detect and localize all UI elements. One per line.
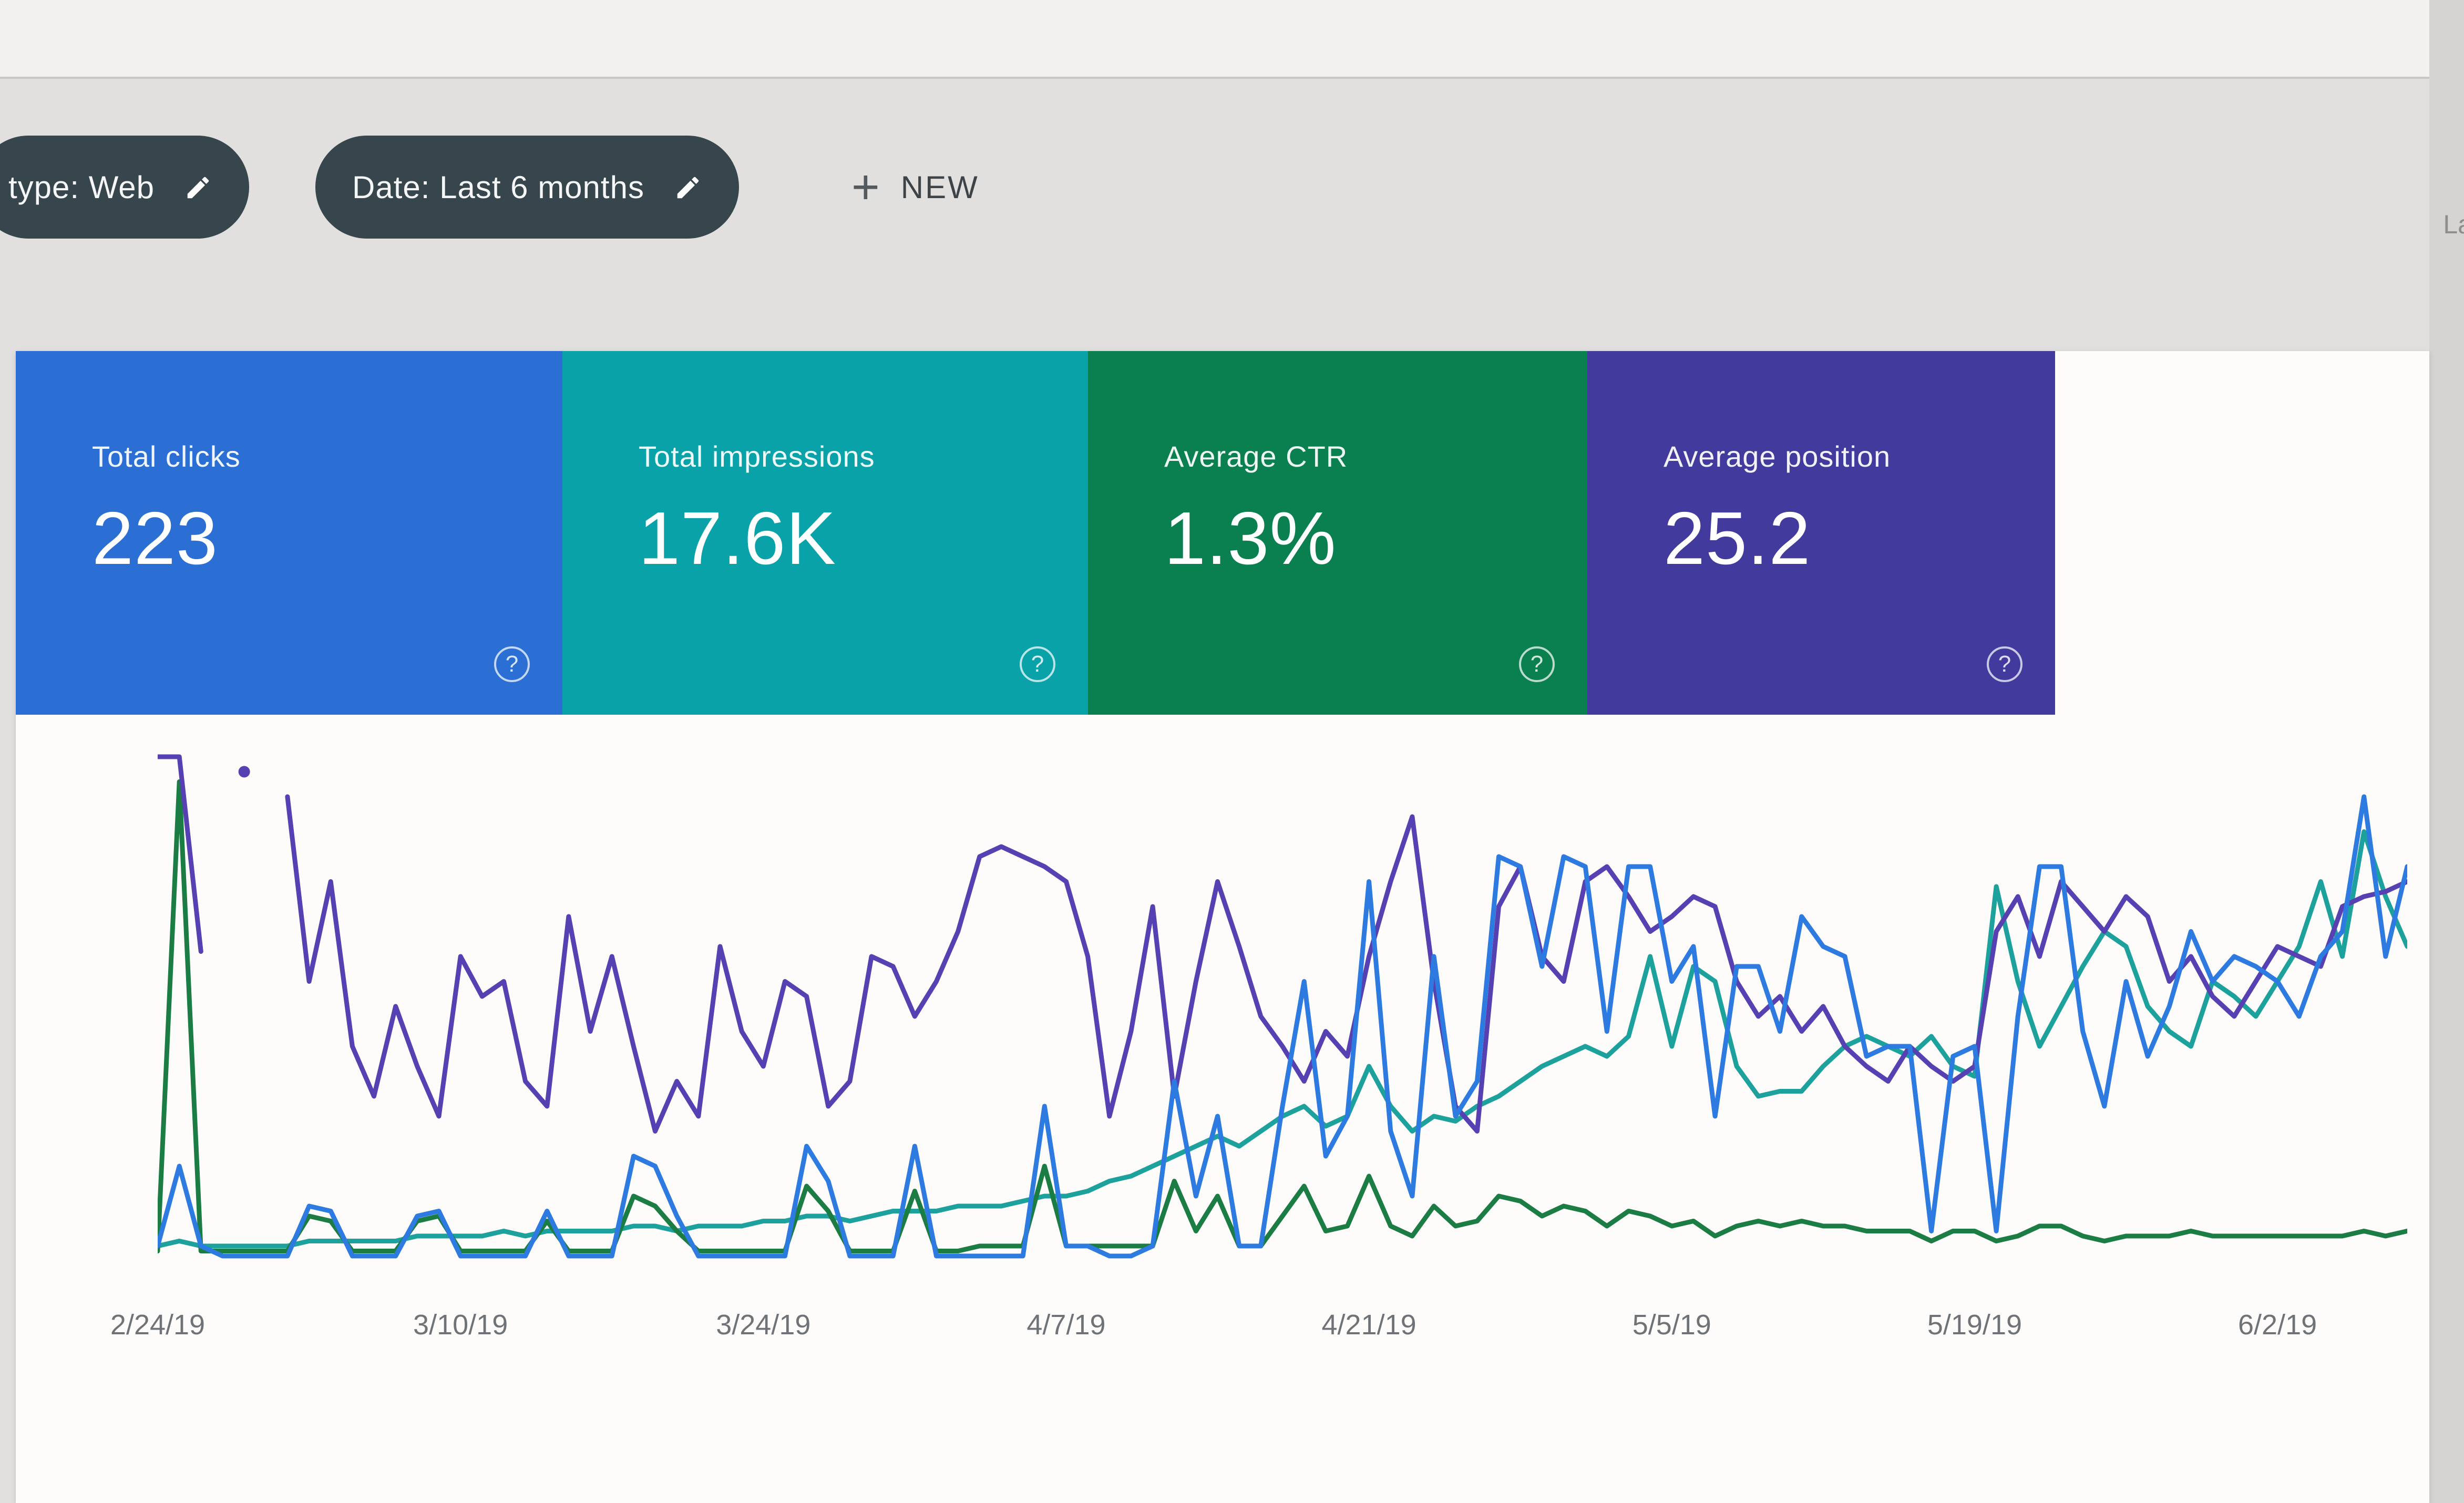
edit-pencil-icon[interactable]	[184, 173, 212, 201]
performance-chart[interactable]	[155, 752, 2410, 1272]
card-label: Average position	[1664, 440, 1891, 473]
search-type-chip[interactable]: type: Web	[0, 136, 250, 239]
clicks-line	[155, 794, 2410, 1259]
position-line	[285, 794, 2410, 1134]
plus-icon: +	[851, 160, 880, 214]
card-value: 17.6K	[639, 497, 837, 580]
date-range-chip-label: Date: Last 6 months	[352, 169, 644, 205]
x-tick-label: 4/7/19	[1026, 1309, 1106, 1341]
x-tick-label: 2/24/19	[110, 1309, 206, 1341]
card-label: Average CTR	[1164, 440, 1348, 473]
card-value: 1.3%	[1164, 497, 1337, 580]
performance-chart-svg[interactable]	[155, 752, 2410, 1272]
date-range-chip[interactable]: Date: Last 6 months	[315, 136, 739, 239]
x-tick-label: 5/5/19	[1632, 1309, 1711, 1341]
position-line	[155, 754, 203, 954]
metric-cards-row: Total clicks 223 ? Total impressions 17.…	[16, 351, 2055, 715]
total-impressions-card[interactable]: Total impressions 17.6K ?	[562, 351, 1088, 715]
card-label: Total clicks	[92, 440, 241, 473]
help-icon[interactable]: ?	[1519, 646, 1555, 682]
card-label: Total impressions	[639, 440, 875, 473]
card-value: 25.2	[1664, 497, 1811, 580]
average-position-card[interactable]: Average position 25.2 ?	[1587, 351, 2055, 715]
x-axis-tick-labels: 2/24/19 3/10/19 3/24/19 4/7/19 4/21/19 5/5/19…	[110, 1309, 2407, 1356]
card-value: 223	[92, 497, 218, 580]
x-tick-label: 3/24/19	[716, 1309, 811, 1341]
x-tick-label: 3/10/19	[413, 1309, 508, 1341]
x-tick-label: 4/21/19	[1321, 1309, 1416, 1341]
x-tick-label: 5/19/19	[1927, 1309, 2022, 1341]
browser-top-strip	[0, 0, 2464, 79]
total-clicks-card[interactable]: Total clicks 223 ?	[16, 351, 562, 715]
x-tick-label: 6/2/19	[2237, 1309, 2317, 1341]
average-ctr-card[interactable]: Average CTR 1.3% ?	[1088, 351, 1587, 715]
new-filter-button[interactable]: + NEW	[836, 136, 995, 239]
help-icon[interactable]: ?	[494, 646, 530, 682]
position-line-point	[238, 766, 250, 778]
screen-edge	[2429, 0, 2464, 1503]
help-icon[interactable]: ?	[1020, 646, 1055, 682]
ctr-line	[155, 779, 2410, 1253]
new-filter-label: NEW	[900, 169, 979, 205]
help-icon[interactable]: ?	[1987, 646, 2022, 682]
edit-pencil-icon[interactable]	[674, 173, 702, 201]
search-type-chip-label: type: Web	[8, 169, 155, 205]
last-updated-partial-text: La	[2443, 210, 2464, 239]
